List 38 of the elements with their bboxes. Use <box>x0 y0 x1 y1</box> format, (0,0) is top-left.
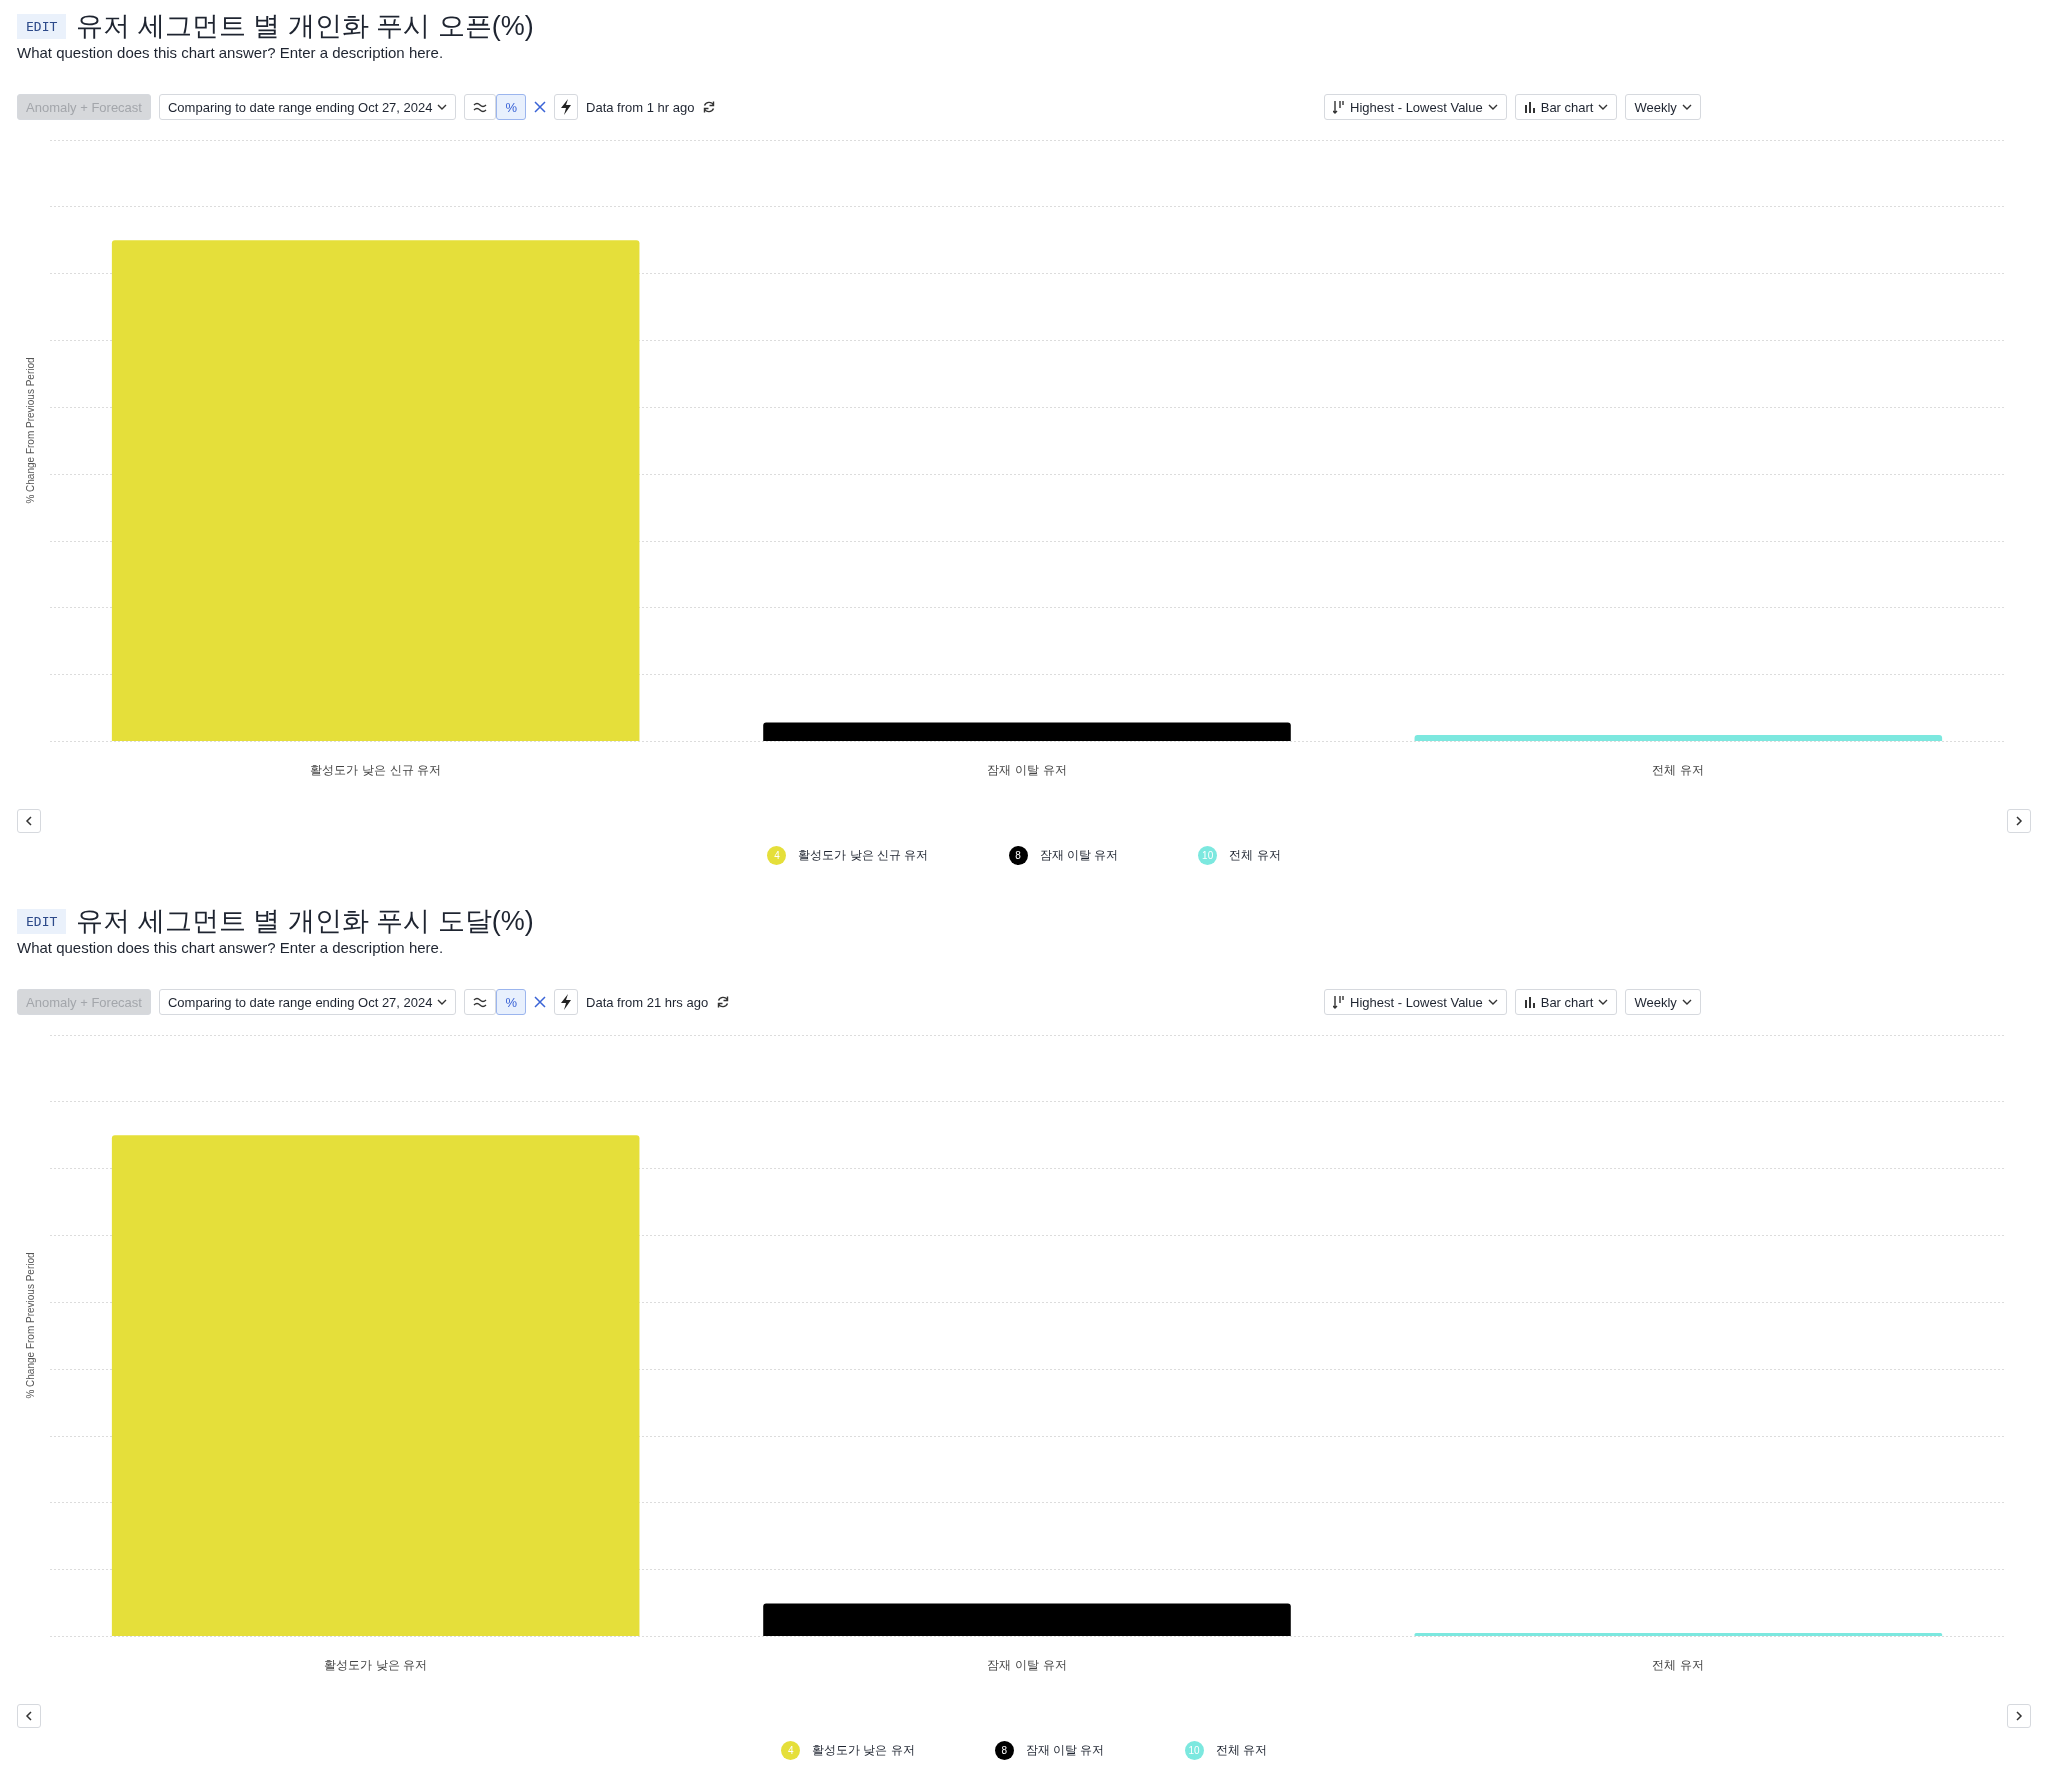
text: 4 <box>781 1741 801 1760</box>
legend-label: 잠재 이탈 유저 <box>1025 1742 1105 1759</box>
text: 4 <box>767 846 787 865</box>
text: % <box>496 94 527 120</box>
x-tick-label: 활성도가 낮은 신규 유저 <box>309 762 442 777</box>
chart-title: 유저 세그먼트 별 개인화 푸시 도달(%) <box>76 905 534 938</box>
text: Bar chart <box>1540 994 1594 1010</box>
text: Data from 21 hrs ago <box>586 994 709 1010</box>
text: Weekly <box>1634 994 1677 1010</box>
text: Comparing to date range ending Oct 27, 2024 <box>158 989 457 1015</box>
text: EDIT <box>17 908 67 934</box>
legend-label: 활성도가 낮은 신규 유저 <box>798 847 929 864</box>
chart-title: 유저 세그먼트 별 개인화 푸시 오픈(%) <box>76 10 534 43</box>
text: 10 <box>1184 1741 1204 1760</box>
text: EDIT <box>17 13 67 39</box>
chart-subtitle: What question does this chart answer? Enter a description here. <box>17 44 444 61</box>
text: 8 <box>994 1741 1014 1760</box>
legend-label: 전체 유저 <box>1229 847 1281 864</box>
text: % <box>496 989 527 1015</box>
text: Highest - Lowest Value <box>1350 99 1483 115</box>
text: Highest - Lowest Value <box>1350 994 1483 1010</box>
x-tick-label: 잠재 이탈 유저 <box>987 762 1067 777</box>
y-axis-title: % Change From Previous Period <box>24 356 36 504</box>
legend-label: 전체 유저 <box>1215 1742 1267 1759</box>
text: 8 <box>1008 846 1028 865</box>
x-tick-label: 전체 유저 <box>1652 1657 1705 1672</box>
text: 10 <box>1198 846 1218 865</box>
x-tick-label: 활성도가 낮은 유저 <box>323 1657 428 1672</box>
text: Bar chart <box>1540 99 1594 115</box>
x-tick-label: 잠재 이탈 유저 <box>987 1657 1067 1672</box>
chart-subtitle: What question does this chart answer? Enter a description here. <box>17 939 444 956</box>
text: Comparing to date range ending Oct 27, 2024 <box>158 94 457 120</box>
legend-label: 잠재 이탈 유저 <box>1039 847 1119 864</box>
text: Data from 1 hr ago <box>586 99 695 115</box>
legend-label: 활성도가 낮은 유저 <box>812 1742 915 1759</box>
text: Weekly <box>1634 99 1677 115</box>
x-tick-label: 전체 유저 <box>1652 762 1705 777</box>
y-axis-title: % Change From Previous Period <box>24 1251 36 1399</box>
